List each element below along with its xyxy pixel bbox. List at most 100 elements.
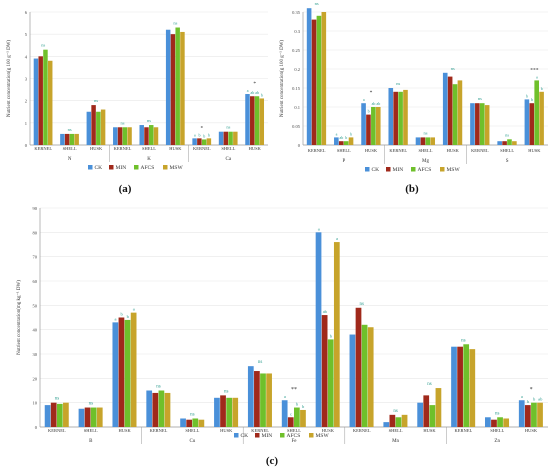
y-tick-label: 20	[33, 376, 38, 381]
bar-a-K-SHELL-MIN	[144, 127, 149, 145]
bar-c-B-KERNEL-MIN	[50, 402, 57, 427]
bar-a-N-SHELL-AFCS	[69, 133, 75, 145]
bar-c-Cu-HUSK-AFCS	[226, 397, 232, 427]
bar-b-Mg-HUSK-MSW	[457, 80, 463, 145]
significance-label: ns	[451, 66, 455, 71]
legend-label: MIN	[393, 167, 404, 173]
x-tick-label: SHELL	[84, 428, 98, 433]
bar-a-N-KERNEL-MIN	[38, 56, 43, 146]
y-tick-label: 4	[25, 54, 28, 59]
legend-label: MIN	[262, 433, 273, 439]
y-tick-label: 0.2	[294, 67, 300, 72]
x-tick-label: HUSK	[249, 146, 262, 151]
bar-b-P-SHELL-AFCS	[343, 141, 349, 145]
x-tick-label: HUSK	[447, 148, 460, 153]
y-tick-label: 0	[35, 425, 38, 430]
bar-a-Ca-KERNEL-CK	[192, 138, 197, 145]
significance-letter: a	[363, 97, 365, 102]
bar-c-Fe-SHELL-AFCS	[294, 407, 300, 427]
bar-c-Cu-SHELL-MIN	[186, 419, 193, 427]
element-label: Ca	[226, 157, 232, 162]
y-tick-label: 50	[33, 303, 38, 308]
bar-b-Mg-KERNEL-AFCS	[398, 91, 403, 145]
significance-star: *	[530, 387, 533, 393]
significance-label: ns	[427, 382, 432, 387]
bar-c-B-SHELL-CK	[78, 408, 85, 427]
y-tick-label: 10	[33, 401, 38, 406]
legend-swatch	[386, 167, 391, 172]
bar-b-Mg-HUSK-AFCS	[452, 84, 458, 145]
bar-c-Cu-KERNEL-MIN	[152, 392, 159, 427]
legend-label: MSW	[316, 433, 330, 439]
bar-c-Zn-KERNEL-MIN	[457, 346, 463, 427]
significance-star: **	[291, 387, 297, 393]
bar-a-K-KERNEL-MIN	[117, 127, 123, 145]
bar-c-Fe-KERNEL-CK	[247, 366, 254, 427]
x-tick-label: KERNEL	[389, 148, 407, 153]
bar-a-K-SHELL-AFCS	[149, 125, 154, 145]
legend-label: CK	[95, 165, 103, 171]
bar-a-Ca-SHELL-MIN	[223, 131, 229, 145]
bar-b-S-HUSK-MIN	[529, 103, 535, 145]
bar-b-Mg-SHELL-CK	[415, 137, 421, 145]
bar-a-Ca-HUSK-MIN	[250, 96, 255, 145]
significance-letter: b	[208, 132, 210, 137]
element-label: Fe	[292, 439, 298, 444]
significance-letter: b	[120, 312, 123, 317]
bar-a-K-SHELL-MSW	[153, 127, 159, 145]
bar-a-N-SHELL-CK	[60, 133, 65, 145]
bar-c-Mn-KERNEL-AFCS	[361, 324, 368, 427]
bar-c-B-SHELL-MSW	[96, 407, 103, 427]
bar-a-Ca-SHELL-CK	[218, 131, 224, 145]
y-axis-label: Nutrient concentration(g 100 g⁻¹ DW)	[279, 40, 285, 118]
bar-b-P-SHELL-CK	[334, 137, 339, 145]
legend-swatch	[365, 167, 370, 172]
x-tick-label: SHELL	[419, 148, 433, 153]
bar-a-N-KERNEL-CK	[33, 58, 39, 145]
bar-c-Cu-HUSK-CK	[214, 397, 220, 427]
y-tick-label: 0.25	[292, 48, 301, 53]
bar-c-Cu-KERNEL-MSW	[164, 392, 171, 427]
significance-letter: b	[533, 397, 536, 402]
significance-letter: a	[247, 88, 249, 93]
y-tick-label: 5	[25, 32, 28, 37]
bar-a-K-HUSK-MSW	[180, 31, 185, 146]
legend-swatch	[88, 165, 93, 170]
x-tick-label: SHELL	[389, 428, 403, 433]
bar-b-S-HUSK-CK	[524, 99, 530, 145]
legend-swatch	[440, 167, 445, 172]
bar-c-Mn-HUSK-MSW	[435, 388, 442, 427]
legend-label: MSW	[447, 167, 461, 173]
x-tick-label: KERNEL	[193, 146, 211, 151]
bar-c-Zn-SHELL-AFCS	[497, 417, 503, 427]
significance-label: ns	[156, 385, 161, 390]
bar-a-Ca-SHELL-MSW	[233, 131, 238, 145]
y-tick-label: 0.1	[294, 105, 300, 110]
x-tick-label: HUSK	[525, 428, 538, 433]
bar-c-B-HUSK-MIN	[118, 317, 125, 427]
y-tick-label: 30	[33, 352, 38, 357]
bar-c-Fe-HUSK-CK	[315, 232, 322, 427]
panel-a: 0 1 2 3 4 5 6 Nutrient concentration(g 100 g⁻¹ …	[6, 10, 268, 195]
bar-c-Zn-HUSK-MSW	[537, 402, 543, 427]
legend-swatch	[234, 433, 239, 438]
bar-c-Zn-HUSK-CK	[518, 400, 525, 427]
bar-a-Ca-KERNEL-MSW	[206, 138, 212, 145]
significance-letter: b	[350, 131, 352, 136]
bar-c-Zn-KERNEL-CK	[451, 346, 457, 427]
x-tick-label: HUSK	[365, 148, 378, 153]
legend-swatch	[255, 433, 260, 438]
bar-c-Fe-KERNEL-AFCS	[260, 373, 266, 427]
significance-label: ns	[258, 360, 263, 365]
significance-letter: b	[296, 402, 299, 407]
x-tick-label: KERNEL	[454, 428, 472, 433]
legend-label: MIN	[116, 165, 127, 171]
panel-b: 0 0.05 0.1 0.15 0.2 0.25 0.3 0.35 Nutrient conce…	[279, 1, 548, 195]
y-tick-label: 0	[298, 143, 301, 148]
legend-swatch	[280, 433, 285, 438]
bar-a-Ca-KERNEL-MIN	[197, 138, 202, 145]
bar-a-N-HUSK-CK	[86, 111, 92, 145]
legend-label: AFCS	[141, 165, 155, 171]
x-tick-label: HUSK	[528, 148, 541, 153]
bar-c-Mn-KERNEL-MIN	[355, 307, 362, 427]
